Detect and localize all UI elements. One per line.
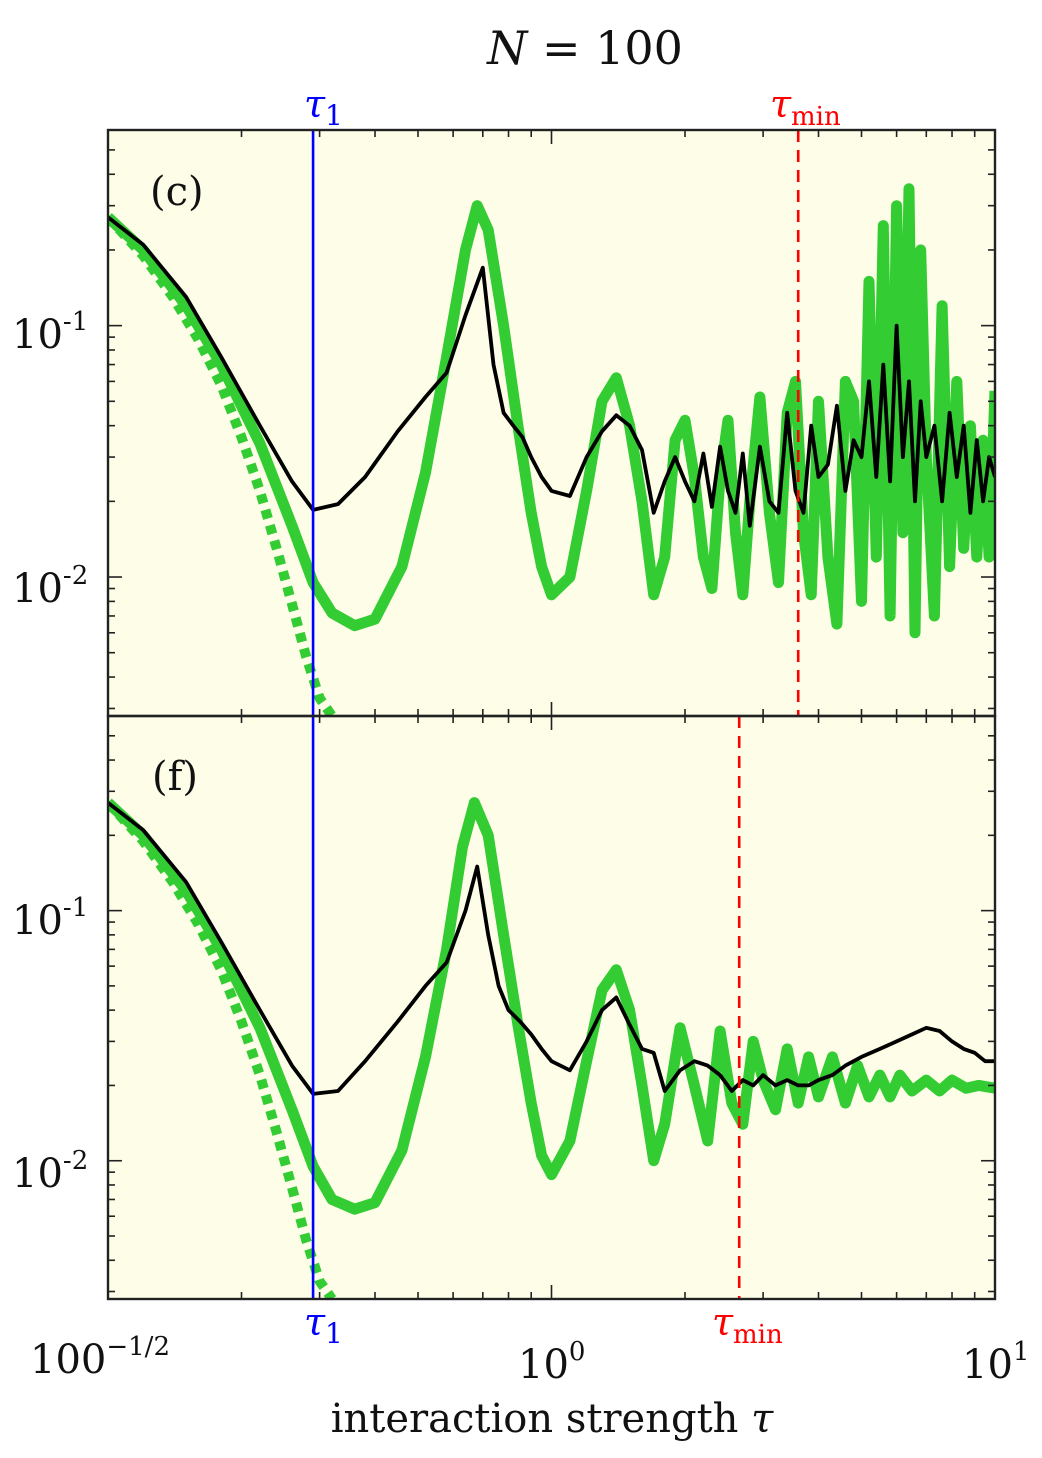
series-thick-solid-f xyxy=(108,797,995,1215)
panel-label-f: (f) xyxy=(152,754,198,800)
series-thick-dotted-c xyxy=(108,213,337,716)
series-solid-f xyxy=(108,801,995,1096)
ytick-label-f-0.1: 10-1 xyxy=(12,893,88,944)
panel-f-frame xyxy=(106,714,997,1301)
ytick-label-c-0.01: 10-2 xyxy=(12,561,88,612)
xtick-label-10-0: 100 xyxy=(518,1337,585,1388)
panel-f-plot-area xyxy=(108,716,995,1299)
xtick-label-10-1: 101 xyxy=(962,1337,1029,1388)
panel-c-plot-area xyxy=(108,130,995,716)
figure-title: N = 100 xyxy=(486,21,683,75)
panel-label-c: (c) xyxy=(150,169,204,215)
series-solid-c xyxy=(108,215,995,528)
xaxis-label: interaction strength τ xyxy=(331,1396,774,1442)
